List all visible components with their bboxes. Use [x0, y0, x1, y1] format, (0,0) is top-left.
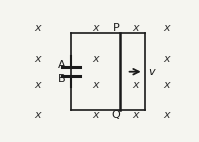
Text: Q: Q — [111, 110, 120, 120]
Text: x: x — [93, 54, 99, 64]
Text: x: x — [133, 80, 139, 90]
Text: P: P — [113, 23, 120, 33]
Text: x: x — [93, 110, 99, 120]
Text: x: x — [93, 80, 99, 90]
Text: v: v — [148, 67, 155, 77]
Text: x: x — [133, 23, 139, 33]
Text: x: x — [34, 110, 41, 120]
Text: x: x — [34, 23, 41, 33]
Text: x: x — [163, 110, 170, 120]
Text: x: x — [93, 23, 99, 33]
Text: x: x — [34, 80, 41, 90]
Text: B: B — [58, 74, 66, 84]
Text: x: x — [163, 54, 170, 64]
Text: A: A — [58, 60, 66, 70]
Text: x: x — [34, 54, 41, 64]
Text: x: x — [163, 80, 170, 90]
Text: x: x — [163, 23, 170, 33]
Text: x: x — [133, 110, 139, 120]
